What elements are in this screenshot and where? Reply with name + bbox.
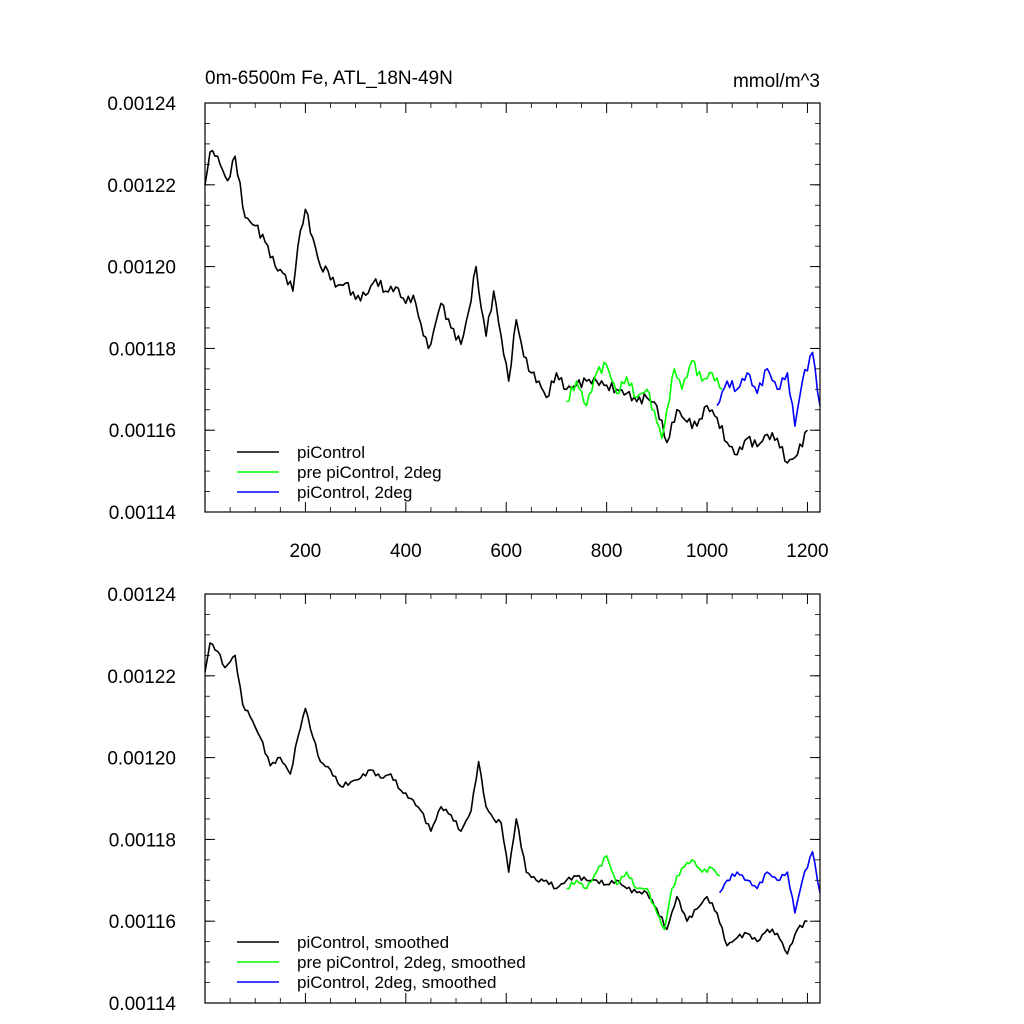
top-y-tick-label: 0.00122 [107,176,176,197]
top-legend-label: pre piControl, 2deg [297,463,442,482]
bottom-legend-label: piControl, 2deg, smoothed [297,973,496,992]
top-y-tick-label: 0.00118 [109,339,176,360]
bottom-y-tick-label: 0.00124 [107,585,176,606]
top-x-tick-label: 1000 [686,541,728,562]
top-panel-units: mmol/m^3 [733,71,820,92]
top-plot-frame [204,102,821,513]
bottom-series-line-0 [204,642,808,955]
top-legend-label: piControl [297,443,365,462]
top-panel: 0m-6500m Fe, ATL_18N-49N mmol/m^3 0.0011… [107,68,828,562]
top-series-line-2 [716,351,821,427]
top-y-tick-label: 0.00116 [109,421,176,442]
bottom-series-line-1 [566,855,721,931]
bottom-y-tick-label: 0.00114 [109,994,177,1015]
top-series-layer [204,149,821,464]
top-x-tick-label: 800 [591,541,623,562]
bottom-legend-label: piControl, smoothed [297,933,449,952]
bottom-y-tick-label: 0.00122 [107,667,176,688]
bottom-y-tick-label: 0.00118 [109,830,176,851]
top-legend-label: piControl, 2deg [297,483,412,502]
bottom-y-tick-label: 0.00120 [107,749,176,770]
bottom-y-tick-label: 0.00116 [109,912,176,933]
top-tick-layer: 0.00114 0.00116 0.00118 0.00120 0.00122 0.001… [107,94,828,562]
bottom-plot-frame [204,593,821,1004]
top-y-tick-label: 0.00124 [107,94,176,115]
top-x-tick-label: 1200 [786,541,828,562]
top-panel-title: 0m-6500m Fe, ATL_18N-49N [205,68,453,89]
bottom-legend-label: pre piControl, 2deg, smoothed [297,953,526,972]
top-x-tick-label: 600 [490,541,522,562]
top-y-tick-label: 0.00114 [109,503,177,524]
top-series-line-0 [204,149,808,464]
top-x-tick-label: 200 [290,541,322,562]
bottom-series-layer [204,642,821,955]
bottom-series-line-2 [718,850,821,914]
top-y-tick-label: 0.00120 [107,258,176,279]
bottom-tick-layer: 0.00114 0.00116 0.00118 0.00120 0.00122 0.001… [107,585,820,1015]
top-x-tick-label: 400 [390,541,422,562]
top-series-line-1 [566,359,723,440]
bottom-panel: 0.00114 0.00116 0.00118 0.00120 0.00122 0.001… [107,585,821,1015]
